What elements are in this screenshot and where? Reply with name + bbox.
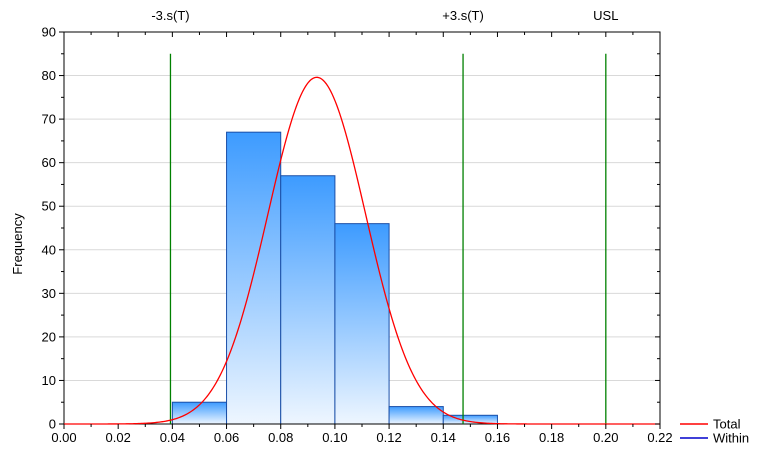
histogram-bars [171,131,498,425]
x-tick-label-6: 0.12 [376,430,401,445]
y-tick-label-1: 10 [42,373,56,388]
y-tick-label-5: 50 [42,199,56,214]
x-tick-label-5: 0.10 [322,430,347,445]
x-tick-label-8: 0.16 [485,430,510,445]
x-tick-label-10: 0.20 [593,430,618,445]
reference-line-label-2: USL [593,8,618,23]
x-tick-label-3: 0.06 [214,430,239,445]
y-axis-label: Frequency [10,213,25,275]
y-tick-label-2: 20 [42,329,56,344]
histogram-bar-3 [334,223,390,425]
y-tick-label-6: 60 [42,155,56,170]
y-tick-label-9: 90 [42,25,56,40]
y-tick-label-8: 80 [42,68,56,83]
y-tick-label-7: 70 [42,112,56,127]
histogram-bar-1 [226,131,282,425]
reference-line-label-0: -3.s(T) [151,8,189,23]
y-tick-label-4: 40 [42,242,56,257]
histogram-bar-4 [388,406,444,425]
x-tick-label-9: 0.18 [539,430,564,445]
legend-label-within: Within [713,431,749,446]
histogram-bar-2 [280,175,336,425]
x-tick-label-1: 0.02 [106,430,131,445]
x-tick-label-7: 0.14 [431,430,456,445]
x-tick-label-4: 0.08 [268,430,293,445]
y-tick-label-3: 30 [42,286,56,301]
reference-lines: -3.s(T) +3.s(T) USL [151,8,618,424]
fit-curves [64,76,660,425]
axis-ticks: 0.00 0.02 0.04 0.06 0.08 0.10 0.12 0.14 0.16 0.18… [42,25,673,446]
x-tick-label-11: 0.22 [647,430,672,445]
legend-label-total: Total [713,417,741,432]
reference-line-label-1: +3.s(T) [442,8,484,23]
x-tick-label-0: 0.00 [51,430,76,445]
series-total-curve [64,76,660,425]
x-tick-label-2: 0.04 [160,430,185,445]
y-tick-label-0: 0 [49,417,56,432]
